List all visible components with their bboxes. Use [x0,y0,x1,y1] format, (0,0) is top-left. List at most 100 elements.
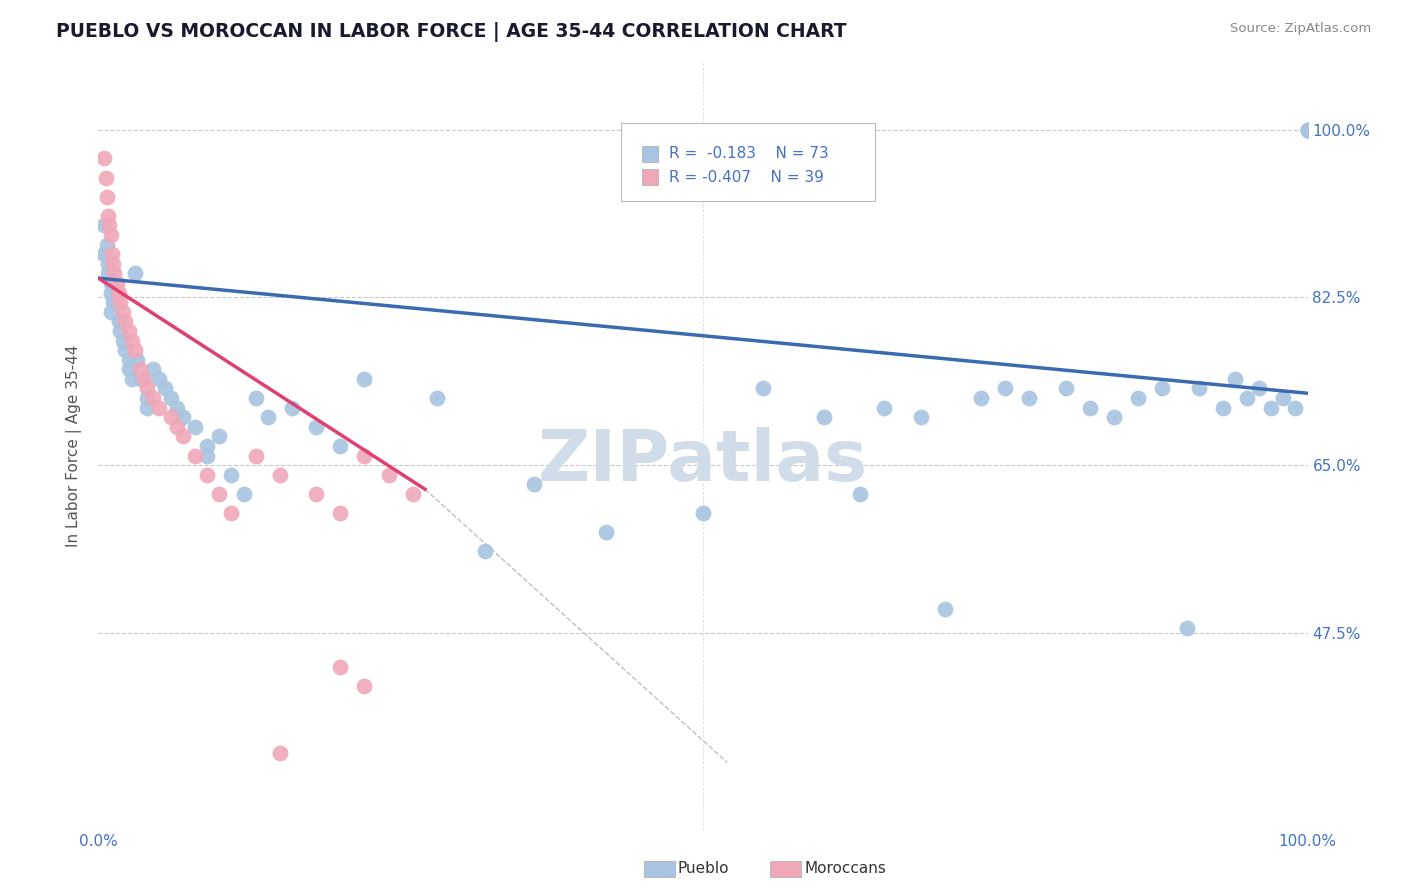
Point [221,506,243,520]
Point [135,391,157,405]
Point [166,401,188,415]
Point [970,391,993,405]
Point [281,401,304,415]
Point [121,334,143,348]
Point [142,391,165,405]
Point [121,372,143,386]
Point [93,219,115,233]
Point [329,506,352,520]
Point [1284,401,1306,415]
Point [114,343,136,358]
Point [1236,391,1258,405]
Point [108,285,131,300]
Point [752,382,775,396]
Point [103,267,125,281]
Point [1018,391,1040,405]
Y-axis label: In Labor Force | Age 35-44: In Labor Force | Age 35-44 [66,345,83,547]
Point [474,544,496,558]
Text: Source: ZipAtlas.com: Source: ZipAtlas.com [1230,22,1371,36]
Point [97,209,120,223]
Point [910,410,932,425]
Text: PUEBLO VS MOROCCAN IN LABOR FORCE | AGE 35-44 CORRELATION CHART: PUEBLO VS MOROCCAN IN LABOR FORCE | AGE … [56,22,846,42]
Point [1152,382,1174,396]
Point [1296,122,1319,136]
Point [208,487,231,501]
Point [118,324,141,338]
Point [873,401,896,415]
Point [108,324,131,338]
Point [305,487,328,501]
Point [108,314,131,328]
Point [105,285,128,300]
Point [124,267,146,281]
Point [97,257,120,271]
Point [127,352,149,367]
Point [105,276,128,290]
Point [160,391,183,405]
Point [208,429,231,443]
Point [148,401,170,415]
Point [111,334,134,348]
Text: R =  -0.183    N = 73: R = -0.183 N = 73 [669,146,830,161]
Point [184,420,207,434]
Point [1260,401,1282,415]
Point [103,295,125,310]
Point [1078,401,1101,415]
Point [111,304,134,318]
Point [108,295,131,310]
Text: Pueblo: Pueblo [678,862,730,876]
Text: R = -0.407    N = 39: R = -0.407 N = 39 [669,169,824,185]
Point [1212,401,1234,415]
Point [101,257,124,271]
Text: ZIPatlas: ZIPatlas [538,427,868,496]
Point [100,304,122,318]
Point [245,391,267,405]
Point [256,410,278,425]
Point [245,449,267,463]
Point [1296,122,1319,136]
Point [97,267,120,281]
Point [101,295,124,310]
Point [595,525,617,540]
Point [100,285,122,300]
Point [402,487,425,501]
Point [269,746,291,760]
Point [148,372,170,386]
Point [98,219,121,233]
Point [1296,122,1319,136]
Point [184,449,207,463]
Point [1223,372,1246,386]
Point [1128,391,1150,405]
Point [353,449,375,463]
Point [135,401,157,415]
Point [124,343,146,358]
Point [269,467,291,482]
Point [118,352,141,367]
Point [114,314,136,328]
Point [195,449,218,463]
Point [221,467,243,482]
Point [172,410,194,425]
Point [232,487,254,501]
Point [160,410,183,425]
Point [94,170,117,185]
Point [329,439,352,453]
Point [195,467,218,482]
Point [172,429,194,443]
Point [692,506,714,520]
Point [1249,382,1271,396]
Point [305,420,328,434]
Point [93,247,115,261]
Point [100,276,122,290]
Point [100,247,122,261]
Point [813,410,835,425]
Point [129,372,152,386]
Point [1296,122,1319,136]
Point [96,189,118,203]
Point [1272,391,1295,405]
Point [142,362,165,376]
Point [153,382,176,396]
Point [934,602,956,616]
Point [1188,382,1211,396]
Point [93,152,115,166]
